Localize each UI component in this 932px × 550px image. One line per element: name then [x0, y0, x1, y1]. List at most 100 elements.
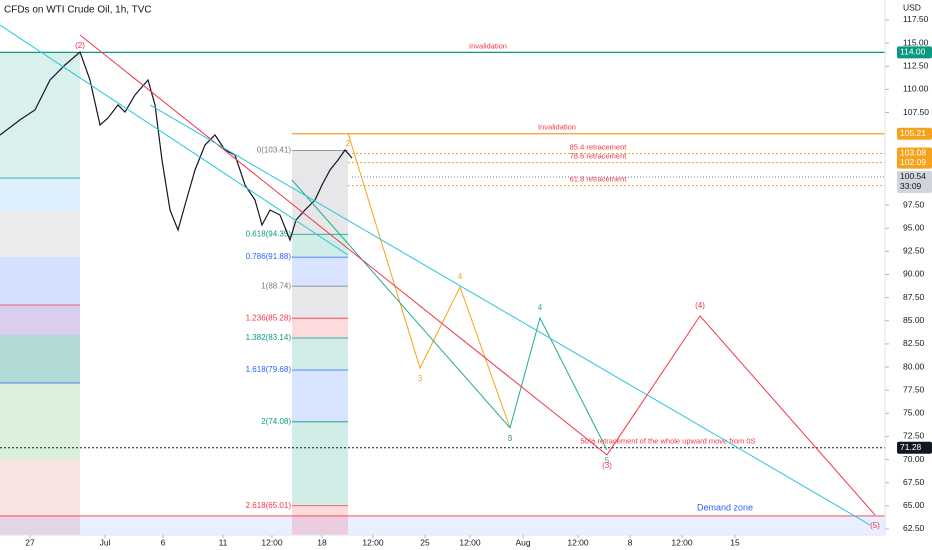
level-label: Invalidation	[469, 41, 507, 50]
wave-label: 4	[458, 272, 463, 281]
axis-layer: 117.50 115.00 112.50 110.00 107.50 97.50 95.00…	[25, 14, 932, 547]
plot: Demand zone 0(103.41) 0.618(94.35) 0.786(91…	[0, 24, 885, 535]
zone	[0, 383, 80, 460]
fib-band	[292, 505, 348, 535]
current-price-label: 100.54	[900, 171, 926, 181]
level-label: 78.6 retracement	[570, 152, 628, 161]
y-tick-label: 67.50	[903, 477, 925, 487]
x-tick-label: 12:00	[362, 537, 384, 547]
y-tick-label: 70.00	[903, 454, 925, 464]
y-tick-label: 80.00	[903, 361, 925, 371]
x-tick-label: 11	[219, 537, 228, 547]
y-tick-label: 90.00	[903, 269, 925, 279]
projection-line	[149, 104, 871, 526]
zone	[0, 305, 80, 335]
current-price-box	[897, 170, 932, 193]
y-tick-label: 117.50	[903, 14, 929, 24]
price-box-label: 103.08	[900, 148, 926, 158]
chart-title: CFDs on WTI Crude Oil, 1h, TVC	[4, 5, 152, 16]
y-tick-label: 82.50	[903, 338, 925, 348]
y-tick-label: 95.00	[903, 222, 925, 232]
fib-label: 1.236(85.28)	[246, 313, 292, 322]
price-box-label: 105.21	[900, 128, 926, 138]
fib-label: 0(103.41)	[257, 145, 292, 154]
wave-label: 3	[418, 374, 423, 383]
x-tick-label: 12:00	[671, 537, 693, 547]
fib-label: 2(74.08)	[261, 417, 291, 426]
x-tick-label: 8	[628, 537, 633, 547]
currency: USD	[903, 2, 921, 12]
fib-band	[292, 286, 348, 319]
y-tick-label: 77.50	[903, 384, 925, 394]
x-tick-label: 6	[161, 537, 166, 547]
price-box-label: 71.28	[900, 442, 922, 452]
y-tick-label: 62.50	[903, 523, 925, 533]
y-tick-label: 92.50	[903, 246, 925, 256]
y-tick-label: 87.50	[903, 292, 925, 302]
demand-zone-label: Demand zone	[697, 502, 753, 512]
demand-zone	[0, 515, 885, 535]
y-tick-label: 65.00	[903, 500, 925, 510]
level-label: 50% retracement of the whole upward move…	[580, 437, 755, 446]
wave-label: (3)	[602, 461, 612, 470]
zone	[0, 178, 80, 212]
fib-band	[292, 337, 348, 370]
price-box-label: 102.09	[900, 157, 926, 167]
fib-label: 1.618(79.68)	[246, 365, 292, 374]
fib-label: 0.618(94.35)	[246, 229, 292, 238]
x-tick-label: 15	[730, 537, 740, 547]
fib-band	[292, 150, 348, 235]
y-tick-label: 107.50	[903, 107, 929, 117]
projection-line	[0, 24, 349, 256]
price-box-label: 114.00	[900, 47, 926, 57]
fib-band	[292, 421, 348, 506]
wave-label: (2)	[75, 41, 85, 50]
price-box	[897, 46, 932, 59]
price-box	[897, 127, 932, 140]
x-tick-label: 27	[25, 537, 35, 547]
x-tick-label: 12:00	[459, 537, 481, 547]
wave-label: 3	[508, 434, 513, 443]
wave-label: (4)	[695, 301, 705, 310]
level-label: 61.8 retracement	[570, 175, 628, 184]
y-tick-label: 72.50	[903, 431, 925, 441]
countdown-label: 33:09	[900, 181, 922, 191]
projection-line	[347, 132, 511, 429]
zone	[0, 460, 80, 535]
zone	[0, 212, 80, 257]
y-tick-label: 110.00	[903, 84, 929, 94]
zone	[0, 257, 80, 305]
price-box	[897, 147, 932, 160]
fib-label: 2.618(65.01)	[246, 501, 292, 510]
left-zones	[0, 52, 80, 535]
price-box	[897, 441, 932, 454]
x-tick-label: 12:00	[567, 537, 589, 547]
y-tick-label: 85.00	[903, 315, 925, 325]
wave-label: (5)	[870, 521, 880, 530]
fib-label: 1(88.74)	[261, 281, 291, 290]
fib-band	[292, 369, 348, 422]
projection-line	[291, 179, 608, 451]
fib-band	[292, 257, 348, 287]
x-tick-label: Jul	[100, 537, 111, 547]
fib-band	[292, 234, 348, 258]
price-box	[897, 156, 932, 169]
x-tick-label: 25	[420, 537, 430, 547]
price-line	[0, 50, 353, 242]
x-tick-label: 12:00	[261, 537, 283, 547]
zone	[0, 52, 80, 178]
projection-line	[79, 34, 876, 516]
wave-label: 5	[508, 434, 513, 443]
y-tick-label: 97.50	[903, 199, 925, 209]
wave-label: 4	[538, 303, 543, 312]
price-axis	[885, 0, 932, 550]
fib-band	[292, 318, 348, 338]
wave-label: 2	[346, 139, 351, 148]
y-tick-label: 112.50	[903, 61, 929, 71]
level-label: 85.4 retracement	[570, 142, 628, 151]
y-tick-label: 75.00	[903, 408, 925, 418]
fib-label: 0.786(91.88)	[246, 252, 292, 261]
fib-label: 1.382(83.14)	[246, 333, 292, 342]
x-tick-label: Aug	[515, 537, 530, 547]
